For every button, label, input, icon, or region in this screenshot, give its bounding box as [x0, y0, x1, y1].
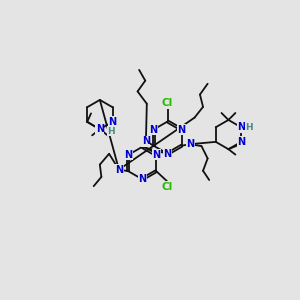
Text: N: N	[178, 124, 186, 135]
Text: N: N	[164, 149, 172, 159]
Text: N: N	[149, 124, 158, 135]
Text: H: H	[245, 123, 253, 132]
Text: Cl: Cl	[162, 98, 173, 108]
Text: N: N	[115, 165, 123, 175]
Text: N: N	[237, 137, 245, 147]
Text: Cl: Cl	[161, 182, 172, 191]
Text: N: N	[186, 139, 194, 149]
Text: N: N	[138, 174, 146, 184]
Text: N: N	[109, 117, 117, 127]
Text: N: N	[152, 150, 160, 160]
Text: N: N	[96, 124, 104, 134]
Text: H: H	[107, 127, 115, 136]
Text: N: N	[142, 136, 150, 146]
Text: N: N	[237, 122, 245, 132]
Text: N: N	[124, 150, 132, 160]
